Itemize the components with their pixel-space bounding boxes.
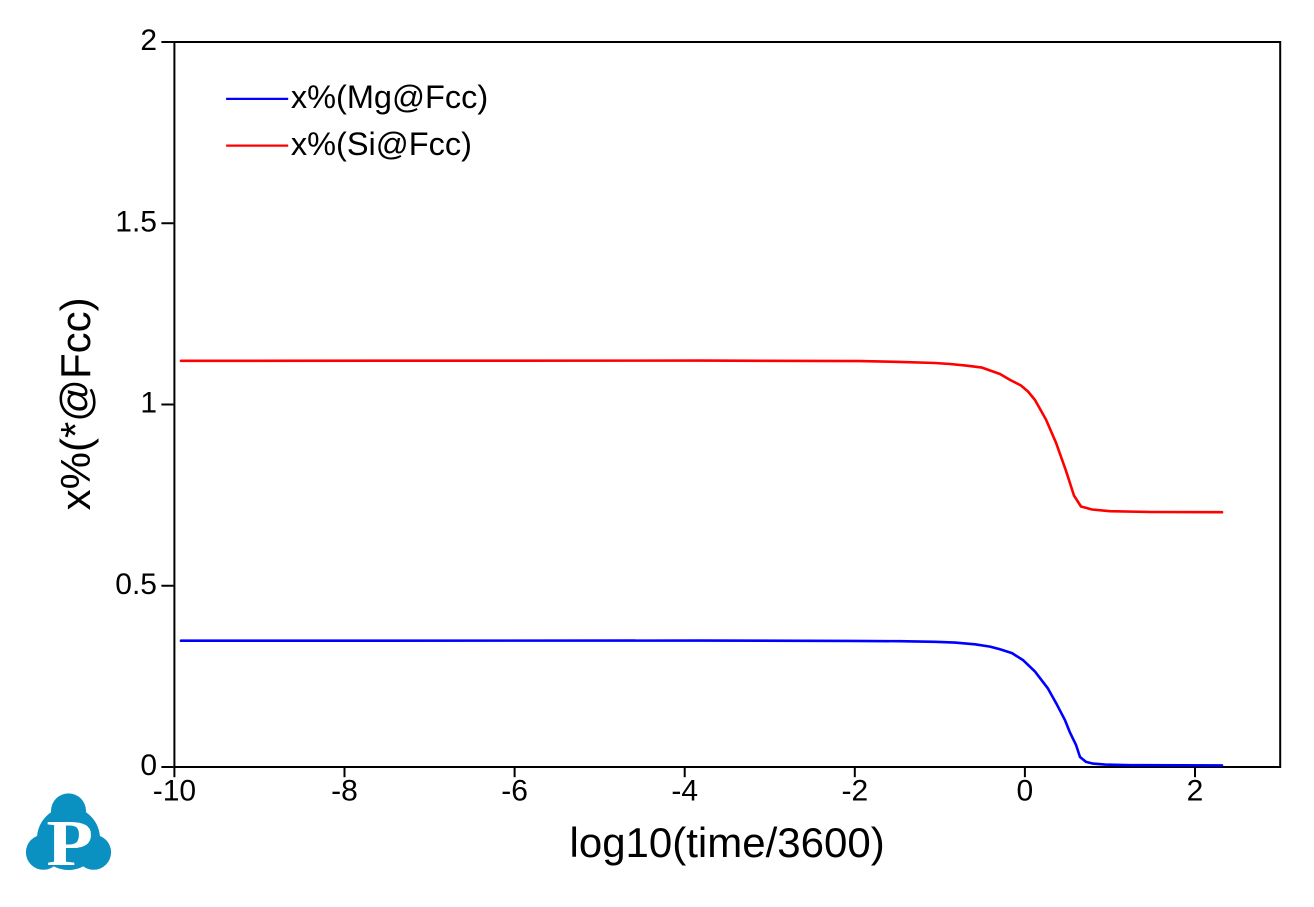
svg-text:1.5: 1.5	[115, 205, 157, 238]
svg-text:x%(Mg@Fcc): x%(Mg@Fcc)	[291, 79, 488, 115]
svg-text:log10(time/3600): log10(time/3600)	[570, 819, 885, 866]
svg-text:-2: -2	[841, 775, 868, 808]
svg-text:x%(Si@Fcc): x%(Si@Fcc)	[291, 126, 472, 162]
svg-text:0: 0	[140, 749, 157, 782]
svg-text:1: 1	[140, 387, 157, 420]
svg-text:-10: -10	[153, 775, 196, 808]
svg-text:P: P	[46, 807, 93, 880]
svg-text:0.5: 0.5	[115, 568, 157, 601]
svg-text:-6: -6	[501, 775, 528, 808]
svg-text:0: 0	[1017, 775, 1034, 808]
svg-text:-8: -8	[331, 775, 358, 808]
svg-text:-4: -4	[671, 775, 698, 808]
svg-text:2: 2	[1187, 775, 1204, 808]
svg-text:2: 2	[140, 24, 157, 57]
svg-text:x%(*@Fcc): x%(*@Fcc)	[52, 297, 99, 510]
